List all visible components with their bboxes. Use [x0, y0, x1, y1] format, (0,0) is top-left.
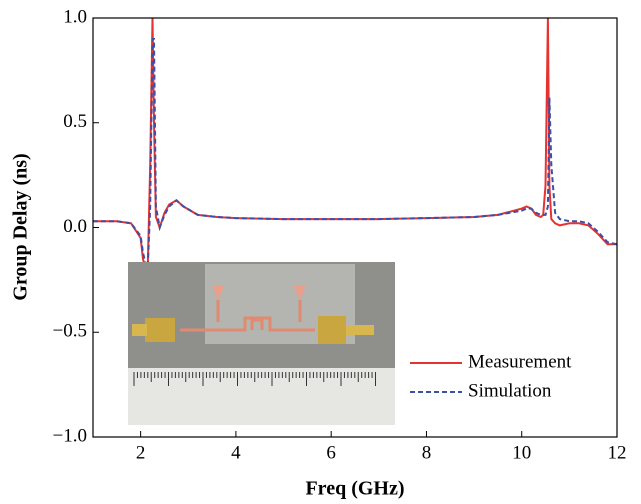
x-tick-label: 2 [136, 442, 146, 463]
legend-label: Measurement [468, 351, 572, 372]
plot-frame [92, 17, 618, 438]
inset-photo [128, 262, 395, 425]
x-tick-label: 8 [422, 442, 432, 463]
series-line [93, 18, 617, 273]
x-axis-title: Freq (GHz) [305, 478, 404, 500]
series-line [93, 38, 617, 271]
y-tick-label: 1.0 [63, 6, 87, 27]
y-tick-label: 0.0 [63, 216, 87, 237]
y-tick-label: 0.5 [63, 111, 87, 132]
x-tick-label: 12 [608, 442, 627, 463]
x-tick-label: 10 [512, 442, 531, 463]
y-tick-label: −0.5 [53, 321, 87, 342]
x-tick-label: 6 [326, 442, 336, 463]
x-tick-label: 4 [231, 442, 241, 463]
legend-label: Simulation [468, 380, 552, 401]
y-tick-label: −1.0 [53, 425, 87, 446]
y-axis-title: Group Delay (ns) [10, 153, 32, 300]
